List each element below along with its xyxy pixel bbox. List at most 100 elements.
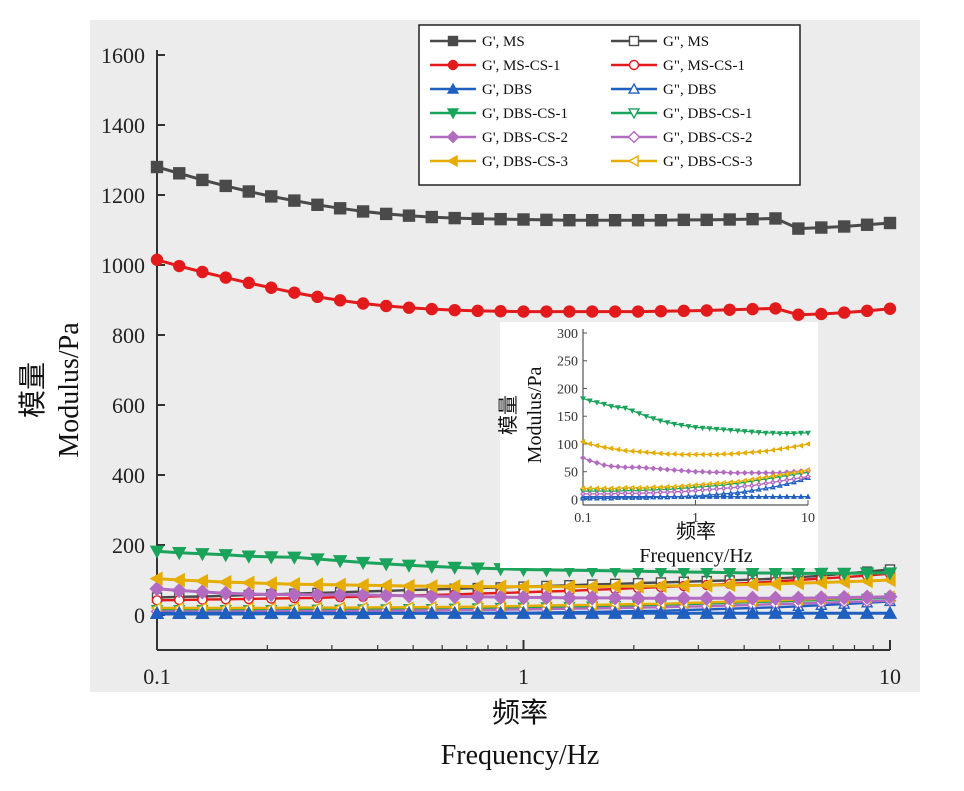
inset-data-point [593, 400, 600, 406]
inset-data-point [748, 493, 755, 499]
inset-data-point [713, 480, 719, 487]
data-point [769, 212, 782, 225]
data-point [287, 605, 302, 619]
legend-swatch-marker [627, 154, 639, 168]
data-point [470, 605, 485, 619]
legend-swatch-marker [627, 130, 641, 144]
data-point [332, 577, 346, 593]
data-point [538, 579, 553, 594]
data-point [676, 590, 692, 606]
inset-data-point [580, 495, 586, 501]
data-point [424, 560, 440, 574]
inset-data-point [727, 490, 734, 496]
inset-data-point [685, 451, 691, 458]
inset-data-point [593, 442, 600, 449]
inset-data-point [692, 425, 699, 431]
inset-data-point [755, 469, 762, 476]
inset-data-point [664, 451, 670, 457]
data-point [540, 213, 553, 227]
inset-data-point [636, 448, 642, 455]
inset-data-point [580, 454, 586, 461]
inset-data-point [762, 480, 769, 487]
inset-data-point [657, 484, 663, 491]
inset-data-point [664, 483, 670, 490]
inset-data-point [734, 484, 741, 491]
inset-data-point [643, 494, 650, 500]
data-point [859, 567, 875, 581]
inset-x-label: Frequency/Hz [639, 545, 752, 567]
inset-data-point [699, 487, 706, 493]
inset-data-point [776, 482, 783, 488]
inset-data-point [579, 438, 586, 445]
inset-data-point [650, 449, 656, 456]
inset-data-point [643, 464, 650, 471]
inset-data-point [671, 493, 678, 499]
inset-data-point [600, 444, 607, 451]
inset-data-point [748, 487, 755, 493]
inset-data-point [790, 479, 797, 485]
inset-data-point [586, 490, 593, 497]
y-tick-label: 1400 [101, 113, 145, 138]
y-tick-label: 200 [112, 533, 145, 558]
data-point [241, 550, 257, 564]
data-point [402, 209, 416, 222]
data-point [494, 212, 507, 226]
inset-data-point [720, 485, 727, 492]
inset-data-point [804, 441, 811, 447]
data-point [150, 253, 164, 266]
data-point [470, 562, 485, 576]
data-point [494, 305, 507, 318]
data-point [379, 299, 393, 313]
inset-data-point [607, 485, 614, 492]
legend-swatch-marker [628, 59, 640, 71]
data-point [195, 605, 210, 619]
x-axis-label: Frequency/Hz [441, 740, 600, 771]
data-point [356, 297, 370, 310]
data-point [586, 213, 599, 227]
data-point [332, 587, 348, 603]
inset-data-point [769, 479, 776, 486]
inset-data-point [678, 467, 685, 474]
legend-swatch-marker [627, 108, 641, 120]
data-point [837, 220, 851, 233]
legend-entry-label: G", MS [663, 34, 709, 50]
inset-data-point [762, 474, 768, 481]
data-point [263, 576, 277, 591]
x-tick-label: 1 [518, 664, 529, 689]
main-series-layer [149, 160, 898, 620]
legend-swatch-marker [628, 35, 640, 47]
inset-data-point [783, 470, 790, 477]
inset-data-point [755, 481, 762, 488]
legend: G', MS G", MS G', MS-CS-1 G", MS-CS-1 G', DB… [418, 24, 801, 186]
inset-data-point [769, 484, 776, 490]
data-point [378, 587, 394, 603]
inset-data-point [657, 418, 664, 424]
data-point [882, 567, 898, 581]
data-point [447, 579, 461, 594]
legend-entry-label: G", DBS-CS-1 [663, 106, 752, 122]
inset-data-point [776, 493, 783, 499]
legend-entry-label: G', DBS-CS-2 [482, 130, 568, 146]
data-point [493, 589, 509, 605]
inset-data-point [706, 486, 713, 493]
data-point [607, 579, 621, 594]
data-point [631, 305, 645, 318]
inset-data-point [629, 494, 636, 500]
inset-x-tick-label: 1 [692, 511, 699, 526]
data-point [790, 590, 806, 606]
inset-data-point [664, 466, 671, 473]
inset-data-point [776, 431, 783, 437]
inset-y-tick-label: 250 [557, 355, 578, 370]
data-point [355, 605, 371, 619]
inset-data-point [615, 490, 621, 497]
inset-data-point [586, 398, 593, 404]
inset-data-point [797, 442, 804, 449]
inset-data-point [664, 489, 671, 496]
data-point [676, 578, 690, 593]
inset-data-point [783, 480, 790, 487]
inset-data-point [643, 449, 649, 456]
data-point [173, 259, 186, 273]
inset-data-point [755, 430, 762, 436]
data-point [676, 605, 692, 619]
inset-data-point [657, 450, 663, 457]
